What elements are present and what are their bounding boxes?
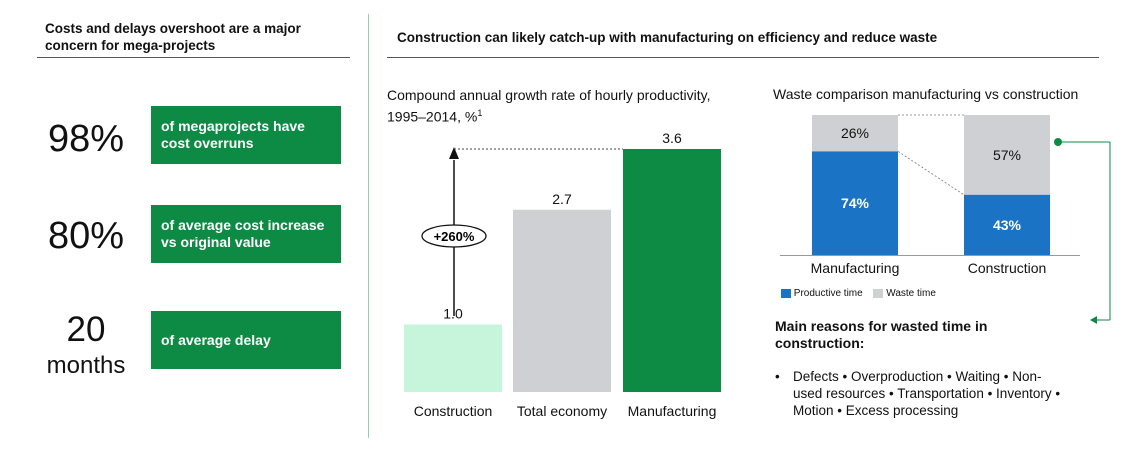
bar-category-label: Manufacturing <box>628 403 717 419</box>
growth-label-oval <box>421 224 487 248</box>
legend-swatch-waste <box>873 288 884 298</box>
stack-productive-label: 43% <box>993 217 1022 233</box>
bar-value-label: 3.6 <box>662 130 682 146</box>
growth-arrow-head <box>449 147 459 159</box>
legend-swatch-productive <box>781 288 791 298</box>
legend-label-waste: Waste time <box>886 288 936 299</box>
stack-waste-label: 57% <box>993 147 1021 163</box>
reasons-text-line2: used resources • Transportation • Invent… <box>793 386 1061 401</box>
footnote-marker: 1 <box>477 108 483 118</box>
connector-arrowhead <box>1090 316 1097 324</box>
bar-value-label: 1.0 <box>443 306 463 322</box>
productivity-bar-chart: 1.0 Construction 2.7 Total economy 3.6 Manufa… <box>404 130 721 419</box>
stack-waste-label: 26% <box>841 125 869 141</box>
stack-productive-manufacturing <box>812 151 898 255</box>
stack-productive-construction <box>964 194 1050 255</box>
stat-label-delay: of average delay <box>151 311 341 369</box>
bar-total-economy <box>513 209 611 392</box>
bar-chart-title-line1: Compound annual growth rate of hourly pr… <box>387 87 711 103</box>
connector-arrow <box>1054 138 1111 324</box>
bar-manufacturing <box>623 149 721 392</box>
stat-unit-delay: months <box>46 352 126 379</box>
right-header-rule <box>387 57 1099 58</box>
bar-construction <box>404 324 502 392</box>
stack-connector-split <box>897 151 965 196</box>
reasons-text-line3: Motion • Excess processing <box>793 403 959 418</box>
stack-productive-label: 74% <box>841 195 870 211</box>
bar-category-label: Construction <box>414 403 493 419</box>
stat-value-cost-increase: 80% <box>47 215 125 257</box>
bar-chart-title: Compound annual growth rate of hourly pr… <box>387 86 747 126</box>
stack-category-label: Manufacturing <box>811 260 900 276</box>
growth-label: +260% <box>434 229 475 244</box>
stack-waste-manufacturing <box>812 115 898 152</box>
reasons-title: Main reasons for wasted time in construc… <box>775 318 988 351</box>
left-header-rule <box>37 57 350 58</box>
right-panel-header: Construction can likely catch-up with ma… <box>397 30 938 45</box>
reasons-text: Defects • Overproduction • Waiting • Non… <box>793 368 1105 419</box>
stat-value-cost-overruns: 98% <box>47 118 125 160</box>
waste-chart-legend: Productive time Waste time <box>781 288 936 299</box>
waste-chart-title: Waste comparison manufacturing vs constr… <box>773 86 1079 102</box>
reasons-bullet: • <box>775 369 780 384</box>
bar-category-label: Total economy <box>517 403 607 419</box>
reasons-text-line1: Defects • Overproduction • Waiting • Non… <box>793 369 1042 384</box>
reasons-list: • Defects • Overproduction • Waiting • N… <box>775 368 1105 419</box>
stat-value-delay: 20 <box>66 310 106 349</box>
panel-divider <box>368 14 369 438</box>
legend-label-productive: Productive time <box>793 288 863 299</box>
waste-stacked-chart: 26% 74% Manufacturing 57% 43% Construction <box>780 114 1080 276</box>
left-panel-header: Costs and delays overshoot are a major c… <box>45 21 301 53</box>
stack-category-label: Construction <box>968 260 1047 276</box>
bar-chart-title-line2: 1995–2014, % <box>387 108 478 125</box>
stat-label-cost-increase: of average cost increase vs original val… <box>151 205 341 263</box>
bar-value-label: 2.7 <box>552 191 572 207</box>
stat-label-cost-overruns: of megaprojects have cost overruns <box>151 106 341 164</box>
stack-waste-construction <box>964 115 1050 195</box>
